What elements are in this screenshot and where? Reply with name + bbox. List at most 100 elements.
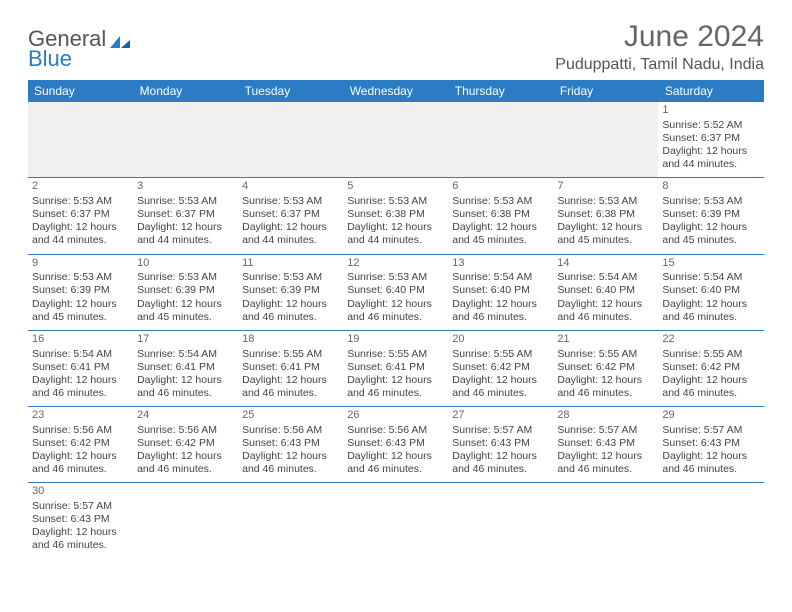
calendar-cell: 15Sunrise: 5:54 AMSunset: 6:40 PMDayligh… <box>658 254 763 330</box>
sunset: Sunset: 6:38 PM <box>452 208 549 221</box>
calendar-row: 30Sunrise: 5:57 AMSunset: 6:43 PMDayligh… <box>28 483 764 559</box>
calendar-cell: 9Sunrise: 5:53 AMSunset: 6:39 PMDaylight… <box>28 254 133 330</box>
sunrise: Sunrise: 5:53 AM <box>557 195 654 208</box>
calendar-cell <box>658 483 763 559</box>
daylight: Daylight: 12 hours and 46 minutes. <box>137 450 234 476</box>
sunrise: Sunrise: 5:53 AM <box>347 271 444 284</box>
sunset: Sunset: 6:43 PM <box>452 437 549 450</box>
sunrise: Sunrise: 5:53 AM <box>137 195 234 208</box>
day-info: Sunrise: 5:56 AMSunset: 6:43 PMDaylight:… <box>347 424 444 477</box>
calendar-cell: 8Sunrise: 5:53 AMSunset: 6:39 PMDaylight… <box>658 178 763 254</box>
sunrise: Sunrise: 5:53 AM <box>347 195 444 208</box>
day-info: Sunrise: 5:53 AMSunset: 6:37 PMDaylight:… <box>137 195 234 248</box>
day-info: Sunrise: 5:53 AMSunset: 6:38 PMDaylight:… <box>347 195 444 248</box>
day-number: 17 <box>137 333 234 347</box>
calendar-cell: 22Sunrise: 5:55 AMSunset: 6:42 PMDayligh… <box>658 330 763 406</box>
sunset: Sunset: 6:39 PM <box>32 284 129 297</box>
daylight: Daylight: 12 hours and 46 minutes. <box>347 298 444 324</box>
day-number: 11 <box>242 257 339 271</box>
daylight: Daylight: 12 hours and 45 minutes. <box>662 221 759 247</box>
calendar-head: SundayMondayTuesdayWednesdayThursdayFrid… <box>28 80 764 102</box>
calendar-cell: 26Sunrise: 5:56 AMSunset: 6:43 PMDayligh… <box>343 407 448 483</box>
calendar-cell <box>448 102 553 178</box>
sunrise: Sunrise: 5:53 AM <box>32 195 129 208</box>
sunrise: Sunrise: 5:57 AM <box>32 500 129 513</box>
sunset: Sunset: 6:39 PM <box>242 284 339 297</box>
calendar-cell: 3Sunrise: 5:53 AMSunset: 6:37 PMDaylight… <box>133 178 238 254</box>
day-number: 10 <box>137 257 234 271</box>
calendar-body: 1Sunrise: 5:52 AM Sunset: 6:37 PM Daylight… <box>28 102 764 559</box>
day-header: Thursday <box>448 80 553 102</box>
day-number: 12 <box>347 257 444 271</box>
sunset: Sunset: 6:37 PM <box>32 208 129 221</box>
sunrise: Sunrise: 5:53 AM <box>242 195 339 208</box>
day-number: 14 <box>557 257 654 271</box>
sunset: Sunset: 6:40 PM <box>662 284 759 297</box>
sunrise: Sunrise: 5:53 AM <box>452 195 549 208</box>
day-header: Sunday <box>28 80 133 102</box>
calendar-cell: 27Sunrise: 5:57 AMSunset: 6:43 PMDayligh… <box>448 407 553 483</box>
daylight: Daylight: 12 hours and 46 minutes. <box>347 450 444 476</box>
sunrise: Sunrise: 5:54 AM <box>662 271 759 284</box>
day-info: Sunrise: 5:56 AMSunset: 6:42 PMDaylight:… <box>137 424 234 477</box>
day-header: Tuesday <box>238 80 343 102</box>
daylight: Daylight: 12 hours and 46 minutes. <box>347 374 444 400</box>
day-info: Sunrise: 5:54 AMSunset: 6:41 PMDaylight:… <box>137 348 234 401</box>
day-info: Sunrise: 5:53 AMSunset: 6:39 PMDaylight:… <box>137 271 234 324</box>
sunset: Sunset: 6:42 PM <box>452 361 549 374</box>
daylight: Daylight: 12 hours and 46 minutes. <box>32 374 129 400</box>
daylight: Daylight: 12 hours and 46 minutes. <box>557 450 654 476</box>
day-info: Sunrise: 5:57 AMSunset: 6:43 PMDaylight:… <box>662 424 759 477</box>
daylight: Daylight: 12 hours and 45 minutes. <box>452 221 549 247</box>
calendar-cell <box>343 483 448 559</box>
sunrise: Sunrise: 5:55 AM <box>242 348 339 361</box>
daylight: Daylight: 12 hours and 46 minutes. <box>32 526 129 552</box>
sunset: Sunset: 6:41 PM <box>347 361 444 374</box>
day-info: Sunrise: 5:53 AMSunset: 6:38 PMDaylight:… <box>557 195 654 248</box>
day-number: 9 <box>32 257 129 271</box>
calendar-cell: 11Sunrise: 5:53 AMSunset: 6:39 PMDayligh… <box>238 254 343 330</box>
calendar-row: 1Sunrise: 5:52 AMSunset: 6:37 PMDaylight… <box>28 102 764 178</box>
sail-icon <box>108 29 132 43</box>
calendar-cell: 25Sunrise: 5:56 AMSunset: 6:43 PMDayligh… <box>238 407 343 483</box>
calendar-cell: 6Sunrise: 5:53 AMSunset: 6:38 PMDaylight… <box>448 178 553 254</box>
brand-part2: Blue <box>28 46 72 72</box>
sunrise: Sunrise: 5:52 AM <box>662 119 759 132</box>
calendar-cell: 13Sunrise: 5:54 AMSunset: 6:40 PMDayligh… <box>448 254 553 330</box>
day-info: Sunrise: 5:57 AMSunset: 6:43 PMDaylight:… <box>32 500 129 553</box>
sunrise: Sunrise: 5:56 AM <box>32 424 129 437</box>
calendar-cell: 7Sunrise: 5:53 AMSunset: 6:38 PMDaylight… <box>553 178 658 254</box>
sunrise: Sunrise: 5:57 AM <box>557 424 654 437</box>
calendar-cell <box>133 483 238 559</box>
day-number: 27 <box>452 409 549 423</box>
day-header: Wednesday <box>343 80 448 102</box>
sunset: Sunset: 6:37 PM <box>242 208 339 221</box>
day-info: Sunrise: 5:54 AMSunset: 6:40 PMDaylight:… <box>557 271 654 324</box>
sunrise: Sunrise: 5:55 AM <box>347 348 444 361</box>
day-info: Sunrise: 5:55 AMSunset: 6:41 PMDaylight:… <box>242 348 339 401</box>
sunset: Sunset: 6:43 PM <box>32 513 129 526</box>
sunrise: Sunrise: 5:57 AM <box>452 424 549 437</box>
calendar-cell: 30Sunrise: 5:57 AMSunset: 6:43 PMDayligh… <box>28 483 133 559</box>
day-number: 26 <box>347 409 444 423</box>
sunrise: Sunrise: 5:53 AM <box>137 271 234 284</box>
calendar-cell: 14Sunrise: 5:54 AMSunset: 6:40 PMDayligh… <box>553 254 658 330</box>
calendar-cell <box>448 483 553 559</box>
day-info: Sunrise: 5:57 AMSunset: 6:43 PMDaylight:… <box>452 424 549 477</box>
day-info: Sunrise: 5:53 AMSunset: 6:38 PMDaylight:… <box>452 195 549 248</box>
day-header: Friday <box>553 80 658 102</box>
sunrise: Sunrise: 5:57 AM <box>662 424 759 437</box>
day-number: 13 <box>452 257 549 271</box>
sunrise: Sunrise: 5:56 AM <box>347 424 444 437</box>
sunset: Sunset: 6:37 PM <box>137 208 234 221</box>
day-info: Sunrise: 5:53 AMSunset: 6:37 PMDaylight:… <box>32 195 129 248</box>
daylight: Daylight: 12 hours and 45 minutes. <box>32 298 129 324</box>
day-number: 15 <box>662 257 759 271</box>
sunrise: Sunrise: 5:53 AM <box>32 271 129 284</box>
day-number: 1 <box>662 104 759 118</box>
day-number: 25 <box>242 409 339 423</box>
sunset: Sunset: 6:40 PM <box>557 284 654 297</box>
calendar-cell <box>28 102 133 178</box>
sunrise: Sunrise: 5:54 AM <box>32 348 129 361</box>
calendar-cell: 28Sunrise: 5:57 AMSunset: 6:43 PMDayligh… <box>553 407 658 483</box>
